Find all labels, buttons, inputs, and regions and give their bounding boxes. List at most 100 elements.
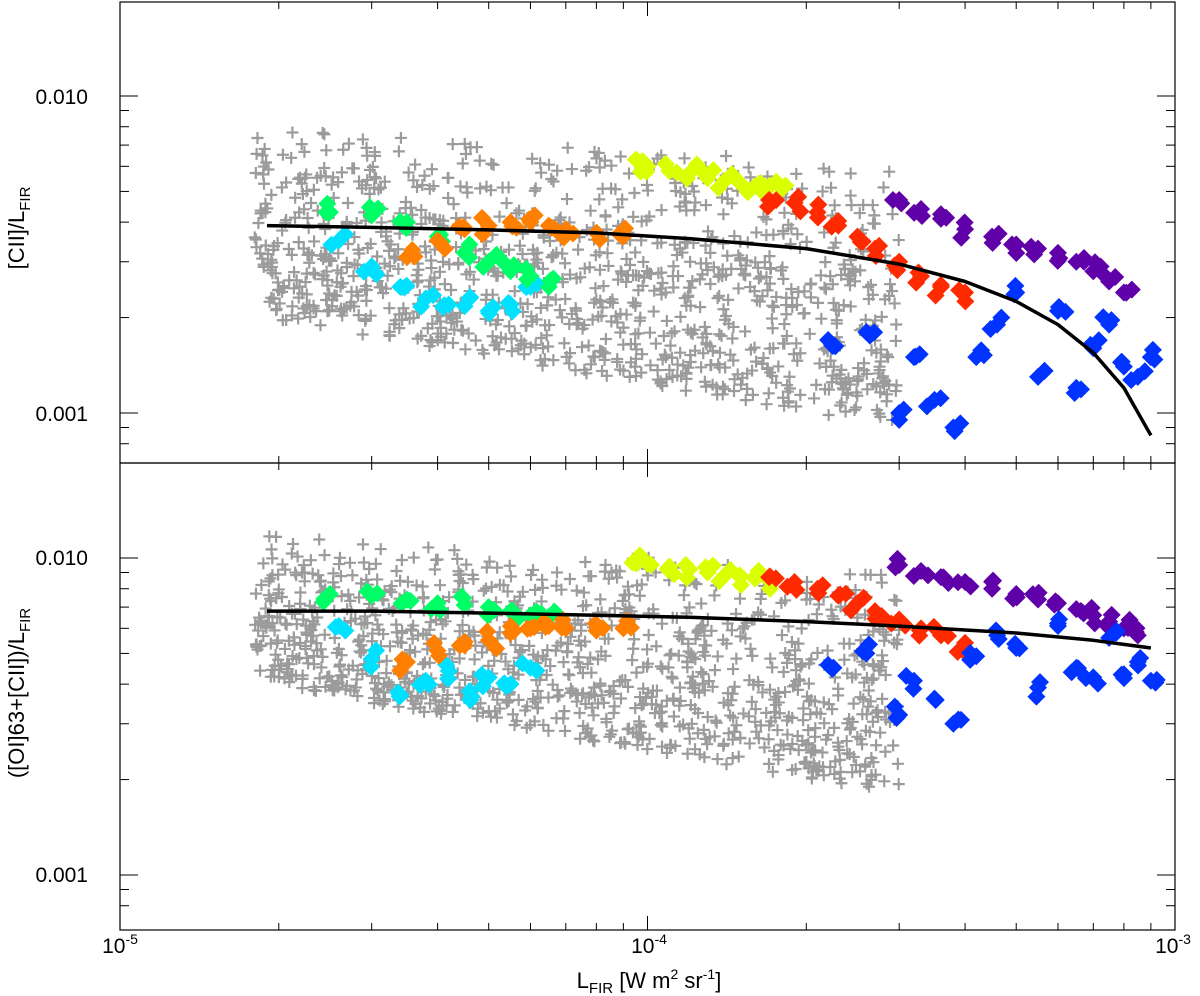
data-point [955,213,974,232]
data-point [520,210,539,229]
grey-point [782,218,795,231]
grey-point [359,314,372,327]
grey-point [335,166,348,179]
grey-point [781,379,794,392]
grey-point [756,686,769,699]
grey-point [516,644,529,657]
grey-point [516,247,529,260]
grey-point [750,226,763,239]
grey-point [862,700,875,713]
grey-point [681,661,694,674]
grey-point [587,709,600,722]
grey-point [858,608,871,621]
grey-point [383,260,396,273]
data-point [403,240,422,259]
grey-point [453,681,466,694]
grey-point [874,386,887,399]
grey-point [598,353,611,366]
grey-point [385,586,398,599]
grey-point [786,711,799,724]
grey-point [673,626,686,639]
grey-point [735,262,748,275]
grey-point [686,670,699,683]
grey-point [732,249,745,262]
grey-point [760,398,773,411]
grey-point [783,370,796,383]
grey-point [842,386,855,399]
grey-point [572,634,585,647]
grey-point [633,314,646,327]
grey-point [791,354,804,367]
grey-point [746,649,759,662]
data-point [918,566,937,585]
grey-point [380,667,393,680]
data-point [989,224,1008,243]
grey-point [441,171,454,184]
grey-point [777,666,790,679]
grey-point [547,175,560,188]
grey-point [276,148,289,161]
grey-point [596,182,609,195]
data-point [981,319,1000,338]
grey-point [295,138,308,151]
x-tick-label-1e-5: 10-5 [102,931,138,958]
grey-point [616,193,629,206]
grey-point [531,650,544,663]
data-point [948,573,967,592]
grey-point [293,206,306,219]
grey-point [777,739,790,752]
grey-point [780,291,793,304]
data-point [1086,253,1105,272]
grey-point [335,669,348,682]
grey-point [842,268,855,281]
grey-point [877,625,890,638]
grey-point [662,661,675,674]
grey-point [794,388,807,401]
grey-point [493,702,506,715]
grey-point [883,378,896,391]
grey-point [656,662,669,675]
grey-point [803,327,816,340]
grey-point [513,590,526,603]
grey-point [418,656,431,669]
grey-point [643,267,656,280]
grey-point [883,165,896,178]
grey-point [767,300,780,313]
grey-point [636,348,649,361]
grey-point [611,355,624,368]
grey-point [596,346,609,359]
grey-point [637,682,650,695]
grey-point [817,696,830,709]
grey-point [410,180,423,193]
grey-point [313,672,326,685]
grey-point [349,612,362,625]
data-point [460,235,479,254]
data-point [361,657,380,676]
grey-point [513,239,526,252]
grey-point [523,639,536,652]
grey-point [856,708,869,721]
x-axis-label-sup-1: 2 [671,966,679,982]
grey-point [407,702,420,715]
grey-point [254,664,267,677]
grey-point [892,778,905,791]
grey-point [392,145,405,158]
grey-point [263,530,276,543]
grey-point [344,556,357,569]
grey-point [749,715,762,728]
grey-point [531,684,544,697]
grey-point [761,362,774,375]
data-point [424,286,443,305]
grey-point [593,161,606,174]
grey-point [285,151,298,164]
grey-point [428,690,441,703]
grey-point [526,152,539,165]
grey-point [558,257,571,270]
grey-point [585,570,598,583]
grey-point [870,403,883,416]
grey-point [370,682,383,695]
grey-point [409,645,422,658]
grey-point [388,252,401,265]
grey-point [580,599,593,612]
data-point [1112,665,1131,684]
